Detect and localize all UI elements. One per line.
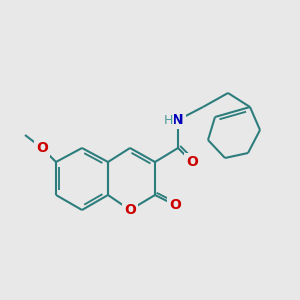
Text: H: H [163, 113, 173, 127]
Text: O: O [124, 203, 136, 217]
Text: O: O [186, 155, 198, 169]
Text: O: O [36, 141, 48, 155]
Text: O: O [169, 198, 181, 212]
Text: N: N [172, 113, 184, 127]
